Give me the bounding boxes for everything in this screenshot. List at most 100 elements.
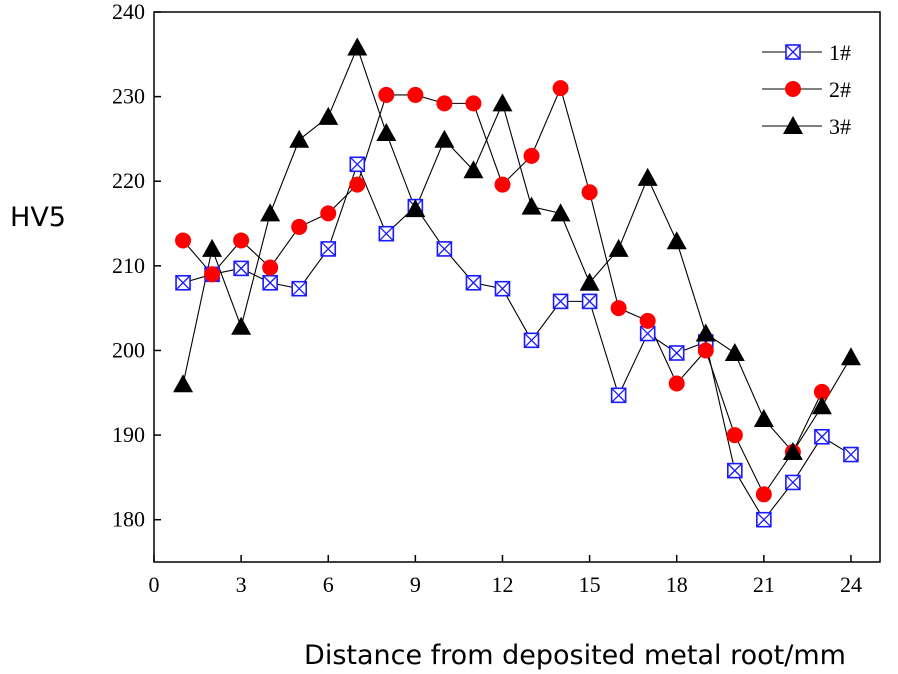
series-3-point [579,272,600,291]
series-1-point [610,387,627,404]
marker-cross [465,275,481,291]
marker-cross [814,429,830,445]
series-2-point [523,147,540,164]
plot-frame [153,11,881,563]
x-axis-ticks: 0 3 6 9 12 15 18 21 24 [149,555,862,597]
series-3-point [318,106,339,125]
series-3-point [405,199,426,218]
marker-cross [669,345,685,361]
series-2-point [291,218,308,235]
marker-cross [553,293,569,309]
series-2-point [407,86,424,103]
series-2-point [436,95,453,112]
series-1-point [814,428,830,445]
x-tick-label: 9 [410,572,421,597]
series-1-point [436,241,453,257]
series-3-point [434,129,455,148]
series-2-point [813,383,830,400]
series-1-point [465,274,482,291]
series-1-point [785,474,801,491]
x-tick-label: 24 [840,572,862,597]
marker-cross [727,463,743,479]
series-3-point [173,374,194,393]
marker-cross [524,332,539,348]
marker-cross [495,281,510,297]
series-3-point [376,123,397,141]
series-2-point [204,266,221,283]
series-2-point [639,312,656,329]
series-2-point [320,205,337,222]
marker-cross [843,447,859,462]
y-tick-label: 200 [112,337,145,362]
series-3-point [202,238,223,257]
series-2-point [262,259,279,276]
series-1-point [291,280,308,297]
series-3-point [550,203,571,222]
marker-cross [320,241,336,257]
x-tick-label: 3 [236,572,247,597]
series-1-point [843,446,859,463]
marker-cross [756,512,772,528]
series-3-point [695,323,716,342]
y-tick-label: 210 [112,253,145,278]
series-3-point [492,93,513,112]
series-3-point [637,167,658,186]
legend-marker [785,44,801,60]
x-tick-label: 12 [491,572,513,597]
series-1-point [175,274,191,291]
marker-cross [436,241,452,257]
series-1-point [523,332,540,349]
marker-cross [349,156,365,172]
x-tick-label: 21 [753,572,775,597]
x-tick-label: 6 [323,572,334,597]
series-2-point [378,86,395,103]
series-3-point [231,316,252,335]
series-3-point [782,442,803,460]
series-3-point [753,409,774,427]
series-1-point [756,511,772,528]
series-markers [173,37,861,528]
legend-label: 1# [829,40,851,65]
series-3-point [724,343,745,361]
series-1-point [494,280,511,297]
series-2-point [175,232,192,249]
y-tick-label: 240 [112,0,145,24]
legend: 1# 2# 3# [762,40,851,139]
x-tick-label: 15 [579,572,601,597]
series-2-point [755,486,772,503]
series-2-point [465,95,482,112]
series-2-point [668,375,685,392]
series-2-point [552,80,569,97]
marker-cross [785,44,801,60]
series-3-point [347,37,368,56]
series-1-point [320,241,337,257]
series-1-point [726,462,743,479]
series-1-point [349,156,366,173]
series-3-point [840,347,861,366]
marker-cross [291,281,307,297]
legend-label: 2# [829,77,851,102]
y-axis-title: HV5 [10,202,66,233]
series-2-point [697,342,714,359]
marker-cross [640,326,656,341]
marker-cross [233,260,249,276]
marker-cross [262,275,278,291]
series-1-point [668,345,685,361]
series-line-1 [182,162,852,521]
y-tick-label: 180 [112,507,145,532]
x-tick-label: 0 [149,572,160,597]
series-1-point [378,225,395,242]
series-3-point [608,238,629,257]
series-line-3 [182,45,852,453]
series-1-point [233,260,249,277]
marker-cross [582,293,598,309]
legend-label: 3# [829,114,851,139]
y-tick-label: 220 [112,168,145,193]
series-1-point [552,293,569,310]
series-3-point [666,231,687,250]
series-3-point [260,203,281,222]
series-3-point [521,196,542,215]
marker-cross [175,275,191,291]
x-tick-label: 18 [666,572,688,597]
